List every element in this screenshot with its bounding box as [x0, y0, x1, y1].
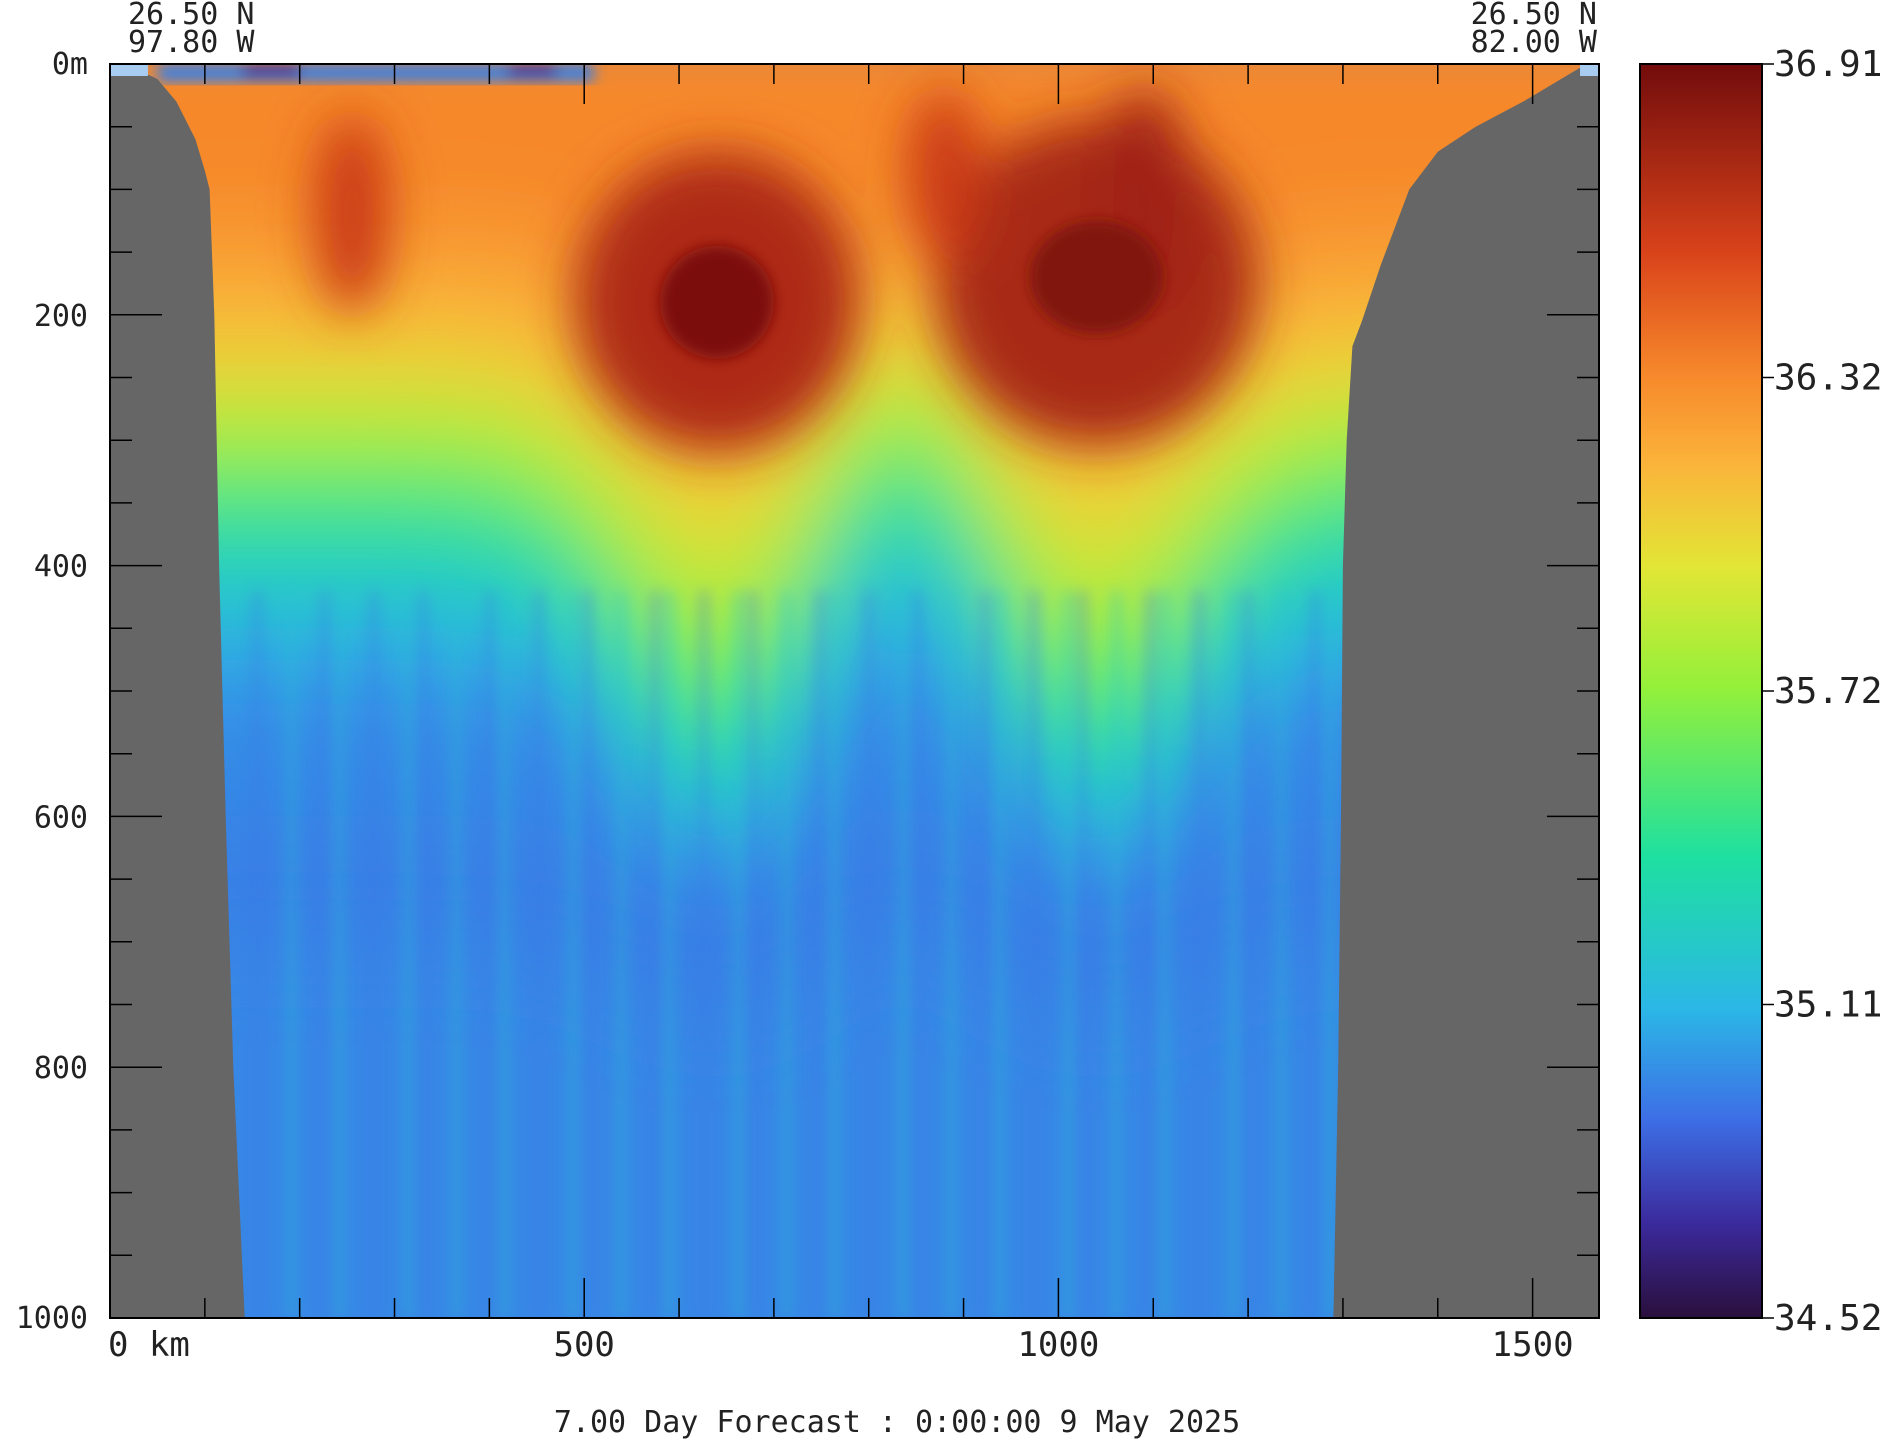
field-streak — [1077, 590, 1088, 1318]
field-streak — [1242, 590, 1253, 1318]
y-tick-label: 1000 — [16, 1301, 88, 1336]
y-tick-label: 200 — [34, 299, 88, 334]
field-streak — [568, 590, 579, 1318]
plot-area — [110, 64, 1599, 1318]
salinity-core — [313, 114, 390, 315]
field-streak — [1276, 590, 1287, 1318]
x-tick-label: 0 km — [108, 1325, 190, 1365]
field-streak — [582, 590, 593, 1318]
field-streak — [1310, 590, 1321, 1318]
corner-label-right: 26.50 N 82.00 W — [1471, 0, 1598, 60]
colorbar-labels: 36.91 36.32 35.72 35.11 34.52 — [1762, 44, 1882, 1339]
colorbar: 36.91 36.32 35.72 35.11 34.52 — [1639, 44, 1882, 1339]
forecast-footer: 7.00 Day Forecast : 0:00:00 9 May 2025 — [554, 1405, 1240, 1440]
x-tick-label: 500 — [553, 1325, 614, 1365]
y-tick-label: 800 — [34, 1051, 88, 1086]
field-streak — [334, 590, 345, 1318]
field-streak — [1145, 590, 1156, 1318]
x-tick-label: 1500 — [1492, 1325, 1574, 1365]
colorbar-gradient — [1639, 63, 1763, 1319]
field-streak — [320, 590, 331, 1318]
colorbar-tick-label: 36.32 — [1774, 358, 1882, 399]
y-axis-labels: 0m 200 400 600 800 1000 — [16, 47, 88, 1336]
field-streak — [1228, 590, 1239, 1318]
colorbar-tick-label: 35.11 — [1774, 985, 1882, 1026]
field-streak — [912, 590, 923, 1318]
land-mask — [110, 64, 1599, 1318]
field-streak — [829, 590, 840, 1318]
field-streak — [815, 590, 826, 1318]
field-streak — [417, 590, 428, 1318]
surface-strip-left — [110, 64, 148, 76]
colorbar-tick-label: 35.72 — [1774, 671, 1882, 712]
field-streak — [1111, 590, 1122, 1318]
y-tick-label: 0m — [52, 47, 88, 82]
field-streak — [499, 590, 510, 1318]
seafloor-land — [110, 64, 1599, 1318]
y-tick-label: 600 — [34, 800, 88, 835]
salinity-field — [110, 64, 1599, 1318]
left-lat-label: 26.50 N — [128, 0, 254, 32]
colorbar-tick-label: 36.91 — [1774, 44, 1882, 85]
surface-strip-right — [1580, 64, 1599, 76]
field-streak — [1324, 590, 1335, 1318]
field-streak — [664, 590, 675, 1318]
field-streak — [451, 590, 462, 1318]
field-streak — [650, 590, 661, 1318]
field-streak — [403, 590, 414, 1318]
field-streak — [1194, 590, 1205, 1318]
field-streak — [252, 590, 263, 1318]
field-streak — [1063, 590, 1074, 1318]
surface-fresh-patch — [242, 64, 300, 77]
x-tick-label: 1000 — [1017, 1325, 1099, 1365]
field-streak — [980, 590, 991, 1318]
field-streak — [1159, 590, 1170, 1318]
corner-label-left: 26.50 N 97.80 W — [128, 0, 255, 60]
field-streak — [733, 590, 744, 1318]
surface-fresh-patch — [508, 64, 556, 77]
field-streak — [946, 590, 957, 1318]
field-streak — [898, 590, 909, 1318]
x-axis-labels: 0 km 500 1000 1500 — [108, 1325, 1574, 1365]
field-streak — [286, 590, 297, 1318]
right-lon-label: 82.00 W — [1471, 25, 1598, 60]
field-streak — [781, 590, 792, 1318]
salinity-core — [906, 89, 983, 265]
salinity-core — [660, 245, 774, 359]
field-streak — [533, 590, 544, 1318]
field-streak — [1029, 590, 1040, 1318]
left-lon-label: 97.80 W — [128, 25, 255, 60]
right-lat-label: 26.50 N — [1471, 0, 1597, 32]
field-streak — [994, 590, 1005, 1318]
field-streak — [698, 590, 709, 1318]
field-streak — [747, 590, 758, 1318]
field-streak — [485, 590, 496, 1318]
field-streak — [863, 590, 874, 1318]
plot-frame — [109, 63, 1600, 1319]
field-streak — [368, 590, 379, 1318]
colorbar-tick-label: 34.52 — [1774, 1298, 1882, 1339]
y-tick-label: 400 — [34, 550, 88, 585]
field-streak — [616, 590, 627, 1318]
salinity-core — [1029, 220, 1163, 334]
